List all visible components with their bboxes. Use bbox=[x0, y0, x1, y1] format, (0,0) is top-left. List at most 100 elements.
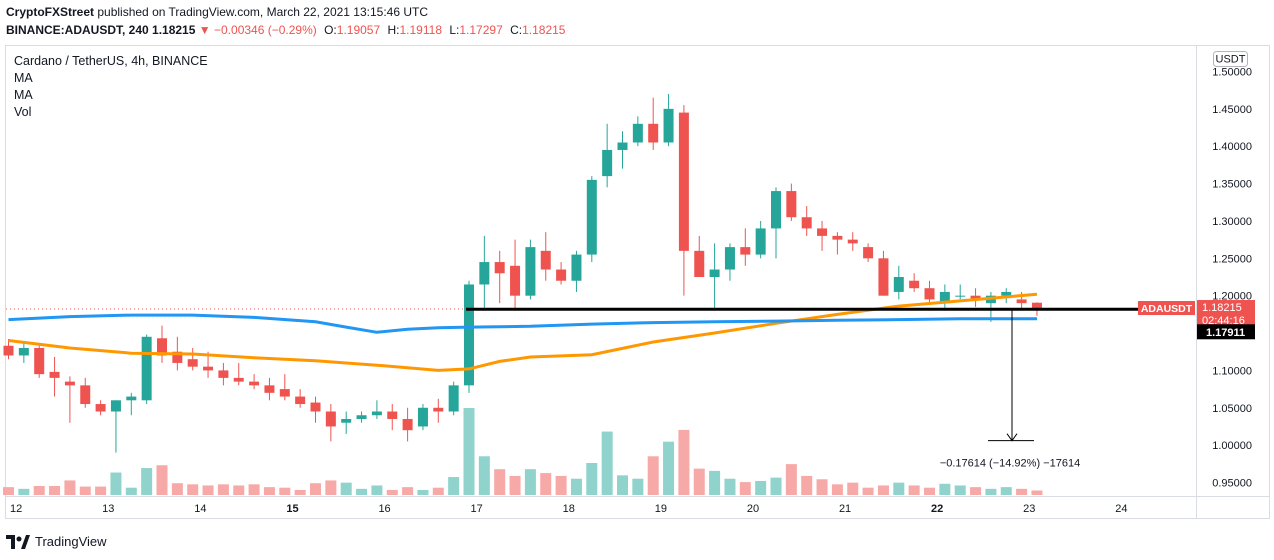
time-axis[interactable]: 12 13 14 15 16 17 18 19 20 21 22 23 24 bbox=[10, 503, 1127, 515]
candle-body[interactable] bbox=[909, 280, 920, 289]
candle-body[interactable] bbox=[755, 228, 766, 255]
measure-tool[interactable]: −0.17614 (−14.92%) −17614 bbox=[940, 309, 1080, 470]
candle-body[interactable] bbox=[678, 112, 689, 251]
legend-volume[interactable]: Vol bbox=[14, 105, 32, 119]
candle-body[interactable] bbox=[878, 258, 889, 296]
tradingview-wordmark: TradingView bbox=[35, 534, 107, 549]
candle-body[interactable] bbox=[970, 295, 981, 300]
candle-body[interactable] bbox=[203, 366, 214, 371]
candle-body[interactable] bbox=[832, 235, 843, 240]
candle-body[interactable] bbox=[341, 418, 352, 423]
down-arrow-icon: ▼ bbox=[198, 23, 211, 37]
candle-body[interactable] bbox=[924, 288, 935, 300]
candle-body[interactable] bbox=[939, 291, 950, 304]
volume-bar bbox=[156, 465, 168, 495]
candle-body[interactable] bbox=[586, 179, 597, 255]
candle-body[interactable] bbox=[448, 385, 459, 412]
candle-body[interactable] bbox=[172, 351, 183, 363]
candle-body[interactable] bbox=[771, 191, 781, 229]
time-tick-label: 24 bbox=[1115, 503, 1127, 515]
candle-body[interactable] bbox=[295, 396, 306, 405]
volume-bar bbox=[217, 484, 229, 495]
candle-body[interactable] bbox=[663, 108, 674, 143]
volume-bar bbox=[816, 479, 828, 495]
candle-body[interactable] bbox=[325, 411, 336, 427]
volume-bar bbox=[95, 486, 107, 495]
candle-body[interactable] bbox=[694, 250, 705, 277]
open-value: 1.19057 bbox=[336, 23, 381, 37]
ma-fast-line[interactable] bbox=[8, 313, 1038, 334]
volume-bar bbox=[877, 485, 889, 495]
volume-bar bbox=[49, 486, 61, 495]
volume-bar bbox=[693, 468, 705, 495]
volume-bar bbox=[755, 480, 767, 495]
candle-body[interactable] bbox=[556, 269, 567, 281]
price-tick-label: 0.95000 bbox=[1212, 478, 1252, 490]
volume-bar bbox=[724, 478, 736, 495]
volume-bar bbox=[939, 483, 951, 495]
candle-body[interactable] bbox=[464, 284, 474, 386]
candle-body[interactable] bbox=[157, 338, 167, 356]
candle-body[interactable] bbox=[279, 389, 290, 397]
candle-body[interactable] bbox=[264, 385, 275, 393]
candle-body[interactable] bbox=[955, 295, 966, 297]
candle-body[interactable] bbox=[126, 396, 137, 401]
volume-bar bbox=[432, 487, 444, 495]
candle-body[interactable] bbox=[1001, 291, 1012, 296]
candle-body[interactable] bbox=[801, 217, 812, 229]
candle-body[interactable] bbox=[863, 247, 874, 259]
currency-badge[interactable] bbox=[1213, 51, 1248, 67]
candle-body[interactable] bbox=[479, 262, 490, 285]
candle-body[interactable] bbox=[617, 142, 628, 150]
candle-body[interactable] bbox=[494, 262, 505, 274]
symbol-tag-label: ADAUSDT bbox=[1141, 303, 1193, 315]
candle-body[interactable] bbox=[218, 370, 229, 378]
legend-ma-slow[interactable]: MA bbox=[14, 88, 33, 102]
candle-body[interactable] bbox=[34, 347, 45, 375]
candle-body[interactable] bbox=[371, 411, 382, 416]
candle-body[interactable] bbox=[847, 239, 858, 244]
candle-body[interactable] bbox=[525, 247, 536, 296]
candle-body[interactable] bbox=[510, 265, 521, 296]
volume-bars bbox=[3, 408, 1043, 495]
tradingview-brand[interactable]: TradingView bbox=[6, 534, 107, 549]
candle-body[interactable] bbox=[786, 191, 797, 218]
candle-body[interactable] bbox=[356, 415, 367, 419]
candle-body[interactable] bbox=[1016, 299, 1027, 304]
price-axis[interactable]: 1.50000 1.45000 1.40000 1.35000 1.30000 1.250… bbox=[1212, 67, 1252, 490]
candle-body[interactable] bbox=[602, 149, 613, 177]
candle-body[interactable] bbox=[64, 381, 75, 386]
candle-body[interactable] bbox=[817, 228, 828, 236]
candle-body[interactable] bbox=[3, 345, 14, 356]
candle-body[interactable] bbox=[417, 407, 428, 427]
candle-body[interactable] bbox=[632, 123, 643, 143]
high-label: H: bbox=[387, 23, 400, 37]
candle-body[interactable] bbox=[95, 404, 106, 412]
candle-body[interactable] bbox=[110, 400, 121, 412]
legend-ma-fast[interactable]: MA bbox=[14, 71, 33, 85]
candle-body[interactable] bbox=[1031, 302, 1042, 309]
volume-bar bbox=[540, 473, 552, 495]
ma-slow-line[interactable] bbox=[8, 292, 1038, 372]
candle-body[interactable] bbox=[893, 277, 904, 292]
candle-body[interactable] bbox=[49, 371, 60, 378]
candle-body[interactable] bbox=[402, 418, 413, 431]
candle-body[interactable] bbox=[310, 402, 321, 412]
candle-body[interactable] bbox=[18, 347, 29, 356]
volume-bar bbox=[586, 463, 598, 495]
candle-body[interactable] bbox=[740, 247, 751, 255]
candle-body[interactable] bbox=[80, 385, 91, 405]
candle-body[interactable] bbox=[249, 381, 260, 386]
candle-body[interactable] bbox=[724, 247, 735, 270]
candle-body[interactable] bbox=[233, 377, 244, 382]
candle-body[interactable] bbox=[433, 407, 444, 412]
candle-body[interactable] bbox=[709, 269, 720, 277]
candle-body[interactable] bbox=[571, 254, 582, 281]
candle-body[interactable] bbox=[648, 123, 659, 143]
candle-body[interactable] bbox=[187, 359, 198, 367]
candle-body[interactable] bbox=[387, 411, 398, 419]
publisher-name[interactable]: CryptoFXStreet bbox=[6, 5, 95, 19]
candle-body[interactable] bbox=[540, 250, 551, 270]
candle-body[interactable] bbox=[141, 336, 152, 401]
